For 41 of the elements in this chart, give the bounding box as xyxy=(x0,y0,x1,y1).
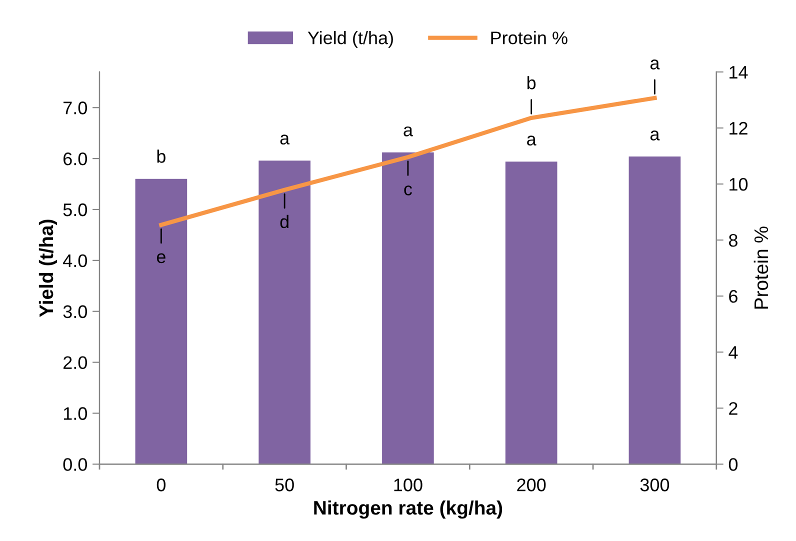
y2-tick-label: 2 xyxy=(729,402,738,415)
legend-label: Protein % xyxy=(491,31,568,44)
bar xyxy=(258,160,310,464)
y2-tick-label: 8 xyxy=(728,234,738,247)
x-axis-title: Nitrogen rate (kg/ha) xyxy=(314,500,502,519)
annotation: d xyxy=(280,214,288,228)
legend-label: Yield (t/ha) xyxy=(308,31,393,48)
y2-tick-label: 6 xyxy=(729,290,738,303)
bar xyxy=(628,156,681,464)
x-tick-label: 300 xyxy=(640,478,670,492)
y-tick-label: 4.0 xyxy=(63,254,87,268)
x-tick-label: 100 xyxy=(394,478,422,492)
y2-tick-label: 12 xyxy=(730,122,748,135)
y2-tick-label: 4 xyxy=(728,346,738,359)
y-axis-title: Yield (t/ha) xyxy=(38,220,58,318)
annotation: c xyxy=(404,185,412,196)
text: a xyxy=(650,60,660,70)
x-tick-label: 50 xyxy=(275,478,294,492)
y-tick-label: 7.0 xyxy=(64,102,87,114)
bar xyxy=(505,162,558,464)
annotation: a xyxy=(404,126,413,136)
y2-tick-label: 0 xyxy=(728,458,738,471)
annotation: e xyxy=(156,253,166,264)
y-tick-label: 2.0 xyxy=(64,356,87,370)
annotation: b xyxy=(157,150,166,163)
y-tick-label: 0.0 xyxy=(63,458,87,471)
y2-axis-title: Protein % xyxy=(754,226,768,309)
annotation: a xyxy=(650,130,660,140)
bar xyxy=(135,178,188,464)
y-tick-label: 1.0 xyxy=(64,407,87,420)
annotation: a xyxy=(527,136,536,146)
y-tick-label: 6.0 xyxy=(64,152,87,166)
y-tick-label: 5.0 xyxy=(63,203,87,216)
y2-tick-label: 14 xyxy=(730,66,748,78)
y-tick-label: 3.0 xyxy=(63,305,87,318)
y2-tick-label: 10 xyxy=(730,178,748,191)
x-tick-label: 0 xyxy=(156,478,166,492)
annotation: b xyxy=(527,76,536,90)
x-tick-label: 200 xyxy=(517,478,546,492)
bar xyxy=(382,152,434,464)
annotation: a xyxy=(280,134,290,145)
